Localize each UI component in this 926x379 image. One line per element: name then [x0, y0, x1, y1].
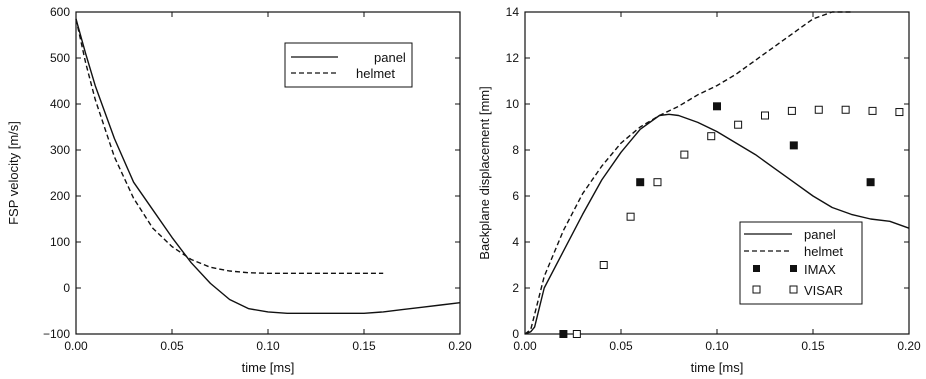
y-tick-label: 400: [50, 97, 70, 111]
legend-label-helmet: helmet: [804, 244, 843, 259]
x-tick-label: 0.00: [64, 339, 88, 353]
x-tick-label: 0.20: [448, 339, 472, 353]
data-point-visar: [626, 212, 635, 221]
series-group: [524, 11, 910, 338]
y-tick-label: 12: [506, 51, 520, 65]
y-tick-label: 8: [512, 143, 519, 157]
data-point-visar: [734, 120, 743, 129]
y-axis-title: Backplane displacement [mm]: [477, 86, 492, 259]
tick-group: 0.00 0.05 0.10 0.15 0.20 −100 0 100 200 300 400 500…: [43, 5, 472, 353]
data-point-visar: [841, 105, 850, 114]
data-point-visar: [787, 106, 796, 115]
data-point-visar: [680, 150, 689, 159]
data-point-imax: [866, 178, 875, 187]
velocity-chart: 0.00 0.05 0.10 0.15 0.20 −100 0 100 200 300 400 500…: [6, 5, 472, 375]
data-point-imax: [636, 178, 645, 187]
x-tick-label: 0.05: [609, 339, 633, 353]
legend-label-panel: panel: [374, 50, 406, 65]
y-tick-label: 600: [50, 5, 70, 19]
y-axis-title: FSP velocity [m/s]: [6, 121, 21, 225]
x-axis-title: time [ms]: [242, 360, 295, 375]
legend: panel helmet: [284, 42, 413, 88]
data-point-imax: [789, 141, 798, 150]
y-tick-label: 0: [63, 281, 70, 295]
x-tick-label: 0.10: [256, 339, 280, 353]
y-tick-label: 100: [50, 235, 70, 249]
series-line-panel: [75, 18, 461, 314]
data-point-visar: [707, 132, 716, 141]
x-tick-label: 0.15: [801, 339, 825, 353]
y-tick-label: 300: [50, 143, 70, 157]
series-line-helmet: [75, 18, 384, 274]
data-point-visar: [653, 178, 662, 187]
legend-label-panel: panel: [804, 227, 836, 242]
legend-marker-visar-right: [789, 285, 798, 294]
data-point-visar: [895, 108, 904, 117]
x-tick-label: 0.10: [705, 339, 729, 353]
y-tick-label: 10: [506, 97, 520, 111]
data-point-imax: [713, 102, 721, 111]
x-tick-label: 0.20: [897, 339, 921, 353]
y-tick-label: −100: [43, 327, 70, 341]
legend-label-helmet: helmet: [356, 66, 395, 81]
legend-marker-imax-left: [753, 265, 760, 272]
data-point-visar: [868, 106, 877, 115]
y-tick-label: 500: [50, 51, 70, 65]
series-group: [75, 18, 461, 314]
legend-marker-visar-left: [752, 285, 761, 294]
data-point-visar: [761, 111, 769, 120]
displacement-chart: 0.00 0.05 0.10 0.15 0.20 0 2 4 6 8 10 12 14 panel he…: [477, 5, 921, 375]
legend-label-imax: IMAX: [804, 262, 836, 277]
x-tick-label: 0.00: [513, 339, 537, 353]
series-line-panel: [524, 113, 910, 335]
x-tick-label: 0.05: [160, 339, 184, 353]
legend-box: [739, 221, 863, 305]
data-point-visar: [599, 261, 608, 269]
x-tick-label: 0.15: [352, 339, 376, 353]
legend-marker-imax-right: [790, 265, 797, 272]
y-tick-label: 14: [506, 5, 520, 19]
y-tick-label: 2: [512, 281, 519, 295]
y-tick-label: 4: [512, 235, 519, 249]
legend: panel helmet IMAX VISAR: [739, 221, 863, 305]
x-axis-title: time [ms]: [691, 360, 744, 375]
data-point-imax: [559, 330, 568, 338]
y-tick-label: 0: [512, 327, 519, 341]
data-point-visar: [814, 105, 823, 114]
y-tick-label: 6: [512, 189, 519, 203]
data-point-visar: [572, 330, 581, 338]
y-tick-label: 200: [50, 189, 70, 203]
legend-box: [284, 42, 413, 88]
legend-label-visar: VISAR: [804, 283, 843, 298]
